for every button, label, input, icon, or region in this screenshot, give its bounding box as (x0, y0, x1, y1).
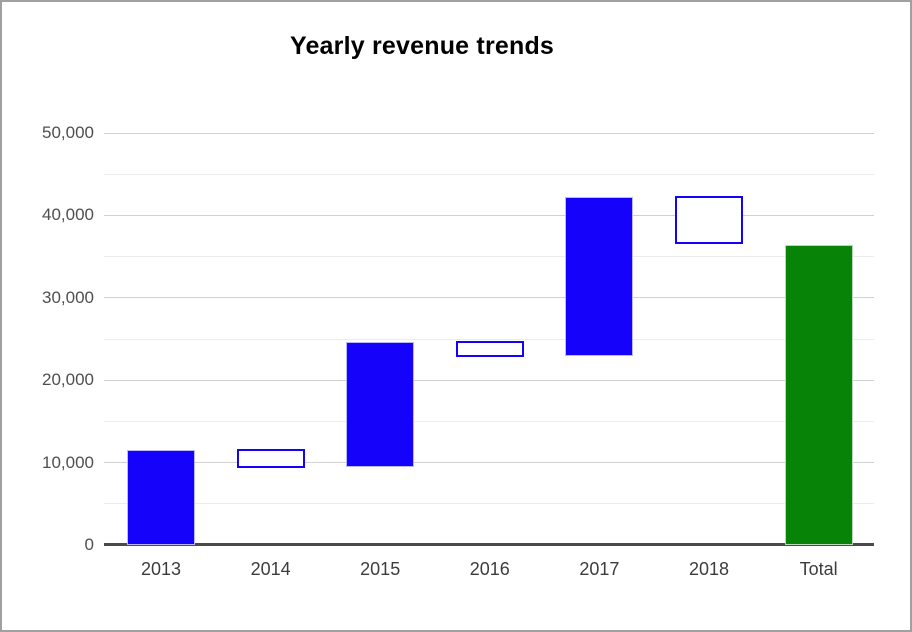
gridline-minor-25000 (104, 338, 874, 340)
y-tick-0: 0 (84, 535, 94, 555)
gridline-minor-5000 (104, 503, 874, 505)
gridline-major-50000 (104, 132, 874, 134)
gridline-minor-35000 (104, 256, 874, 258)
bar-Total[interactable] (784, 245, 853, 546)
bar-2013[interactable] (127, 450, 195, 546)
x-label-2014: 2014 (250, 559, 291, 579)
gridline-major-40000 (104, 214, 874, 216)
x-label-2013: 2013 (140, 559, 182, 579)
x-label-2015: 2015 (360, 559, 401, 579)
y-tick-20000: 20,000 (42, 370, 94, 390)
y-tick-10000: 10,000 (42, 452, 94, 472)
x-label-2016: 2016 (469, 559, 510, 579)
gridline-minor-45000 (104, 173, 874, 175)
bar-2014[interactable] (236, 449, 305, 469)
x-label-2018: 2018 (688, 559, 730, 579)
y-tick-30000: 30,000 (42, 287, 94, 307)
x-axis-line (104, 543, 874, 547)
gridline-major-20000 (104, 379, 874, 381)
chart-title: Yearly revenue trends (289, 32, 555, 60)
gridline-major-10000 (104, 462, 874, 464)
bar-2018[interactable] (675, 196, 743, 244)
y-tick-40000: 40,000 (42, 205, 94, 225)
x-label-2017: 2017 (579, 559, 620, 579)
bar-2017[interactable] (565, 197, 634, 356)
gridline-minor-15000 (104, 421, 874, 423)
y-tick-50000: 50,000 (42, 123, 94, 142)
bar-2015[interactable] (346, 342, 415, 467)
x-label-Total: Total (799, 559, 838, 579)
bar-2016[interactable] (455, 341, 524, 357)
gridline-major-30000 (104, 297, 874, 299)
